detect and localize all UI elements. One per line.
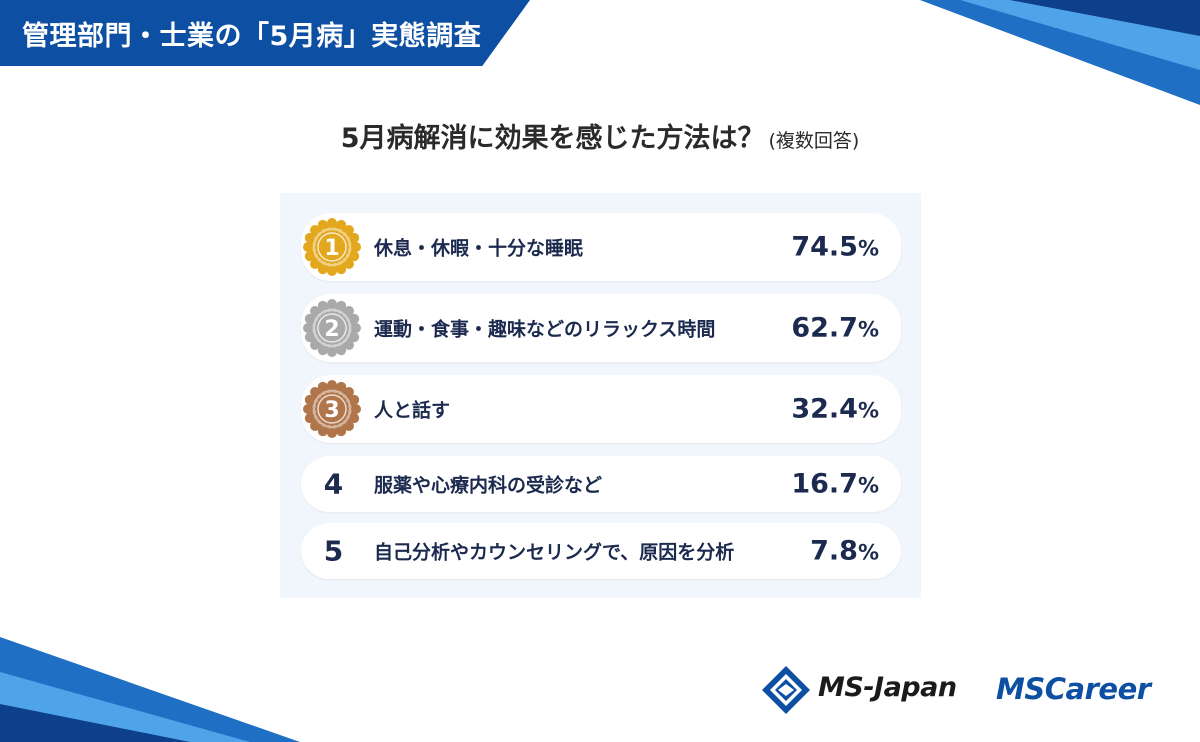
ranking-row-1: 1 休息・休暇・十分な睡眠 74.5% [301, 213, 901, 281]
medal-rank-number: 1 [324, 236, 339, 261]
ms-japan-diamond-icon [762, 666, 810, 714]
silver-medal-icon: 2 [303, 299, 361, 357]
ranking-percent: 62.7% [791, 313, 879, 344]
question-title: 5月病解消に効果を感じた方法は？ (複数回答) [0, 116, 1200, 155]
ms-japan-logo: MS-Japan [818, 672, 957, 703]
percent-value: 32.4 [791, 393, 858, 425]
header-band [0, 0, 530, 66]
gold-medal-icon: 1 [303, 218, 361, 276]
ranking-row-4: 4 服薬や心療内科の受診など 16.7% [301, 456, 901, 512]
footer-logos: MS-Japan MSCareer [760, 660, 1180, 720]
ranking-percent: 32.4% [791, 394, 879, 425]
medal-rank-number: 2 [324, 317, 339, 342]
ranking-row-5: 5 自己分析やカウンセリングで、原因を分析 7.8% [301, 523, 901, 579]
percent-value: 62.7 [791, 312, 858, 344]
ranking-label: 自己分析やカウンセリングで、原因を分析 [374, 541, 735, 564]
ranking-label: 服薬や心療内科の受診など [374, 474, 603, 497]
percent-unit: % [857, 236, 879, 261]
percent-unit: % [857, 398, 879, 423]
ranking-panel: 1 休息・休暇・十分な睡眠 74.5% 2 運動・食事・趣味などのリラックス時間… [280, 193, 921, 598]
medal-rank-number: 3 [324, 398, 339, 423]
ranking-percent: 16.7% [791, 469, 879, 500]
question-text: 5月病解消に効果を感じた方法は？ [340, 123, 765, 154]
percent-unit: % [857, 473, 879, 498]
ranking-row-2: 2 運動・食事・趣味などのリラックス時間 62.7% [301, 294, 901, 362]
percent-value: 7.8 [810, 535, 858, 567]
percent-unit: % [857, 540, 879, 565]
rank-number: 4 [323, 467, 344, 501]
ranking-row-3: 3 人と話す 32.4% [301, 375, 901, 443]
header-title: 管理部門・士業の「5月病」実態調査 [22, 21, 482, 52]
ms-career-logo: MSCareer [996, 672, 1151, 706]
bronze-medal-icon: 3 [303, 380, 361, 438]
percent-value: 16.7 [791, 468, 858, 500]
ranking-label: 運動・食事・趣味などのリラックス時間 [374, 318, 716, 341]
ranking-label: 人と話す [374, 399, 451, 422]
ranking-percent: 74.5% [791, 232, 879, 263]
percent-value: 74.5 [791, 231, 858, 263]
percent-unit: % [857, 317, 879, 342]
ranking-label: 休息・休暇・十分な睡眠 [374, 237, 584, 260]
rank-number: 5 [323, 534, 344, 568]
ranking-percent: 7.8% [810, 536, 879, 567]
question-note: (複数回答) [768, 130, 860, 152]
